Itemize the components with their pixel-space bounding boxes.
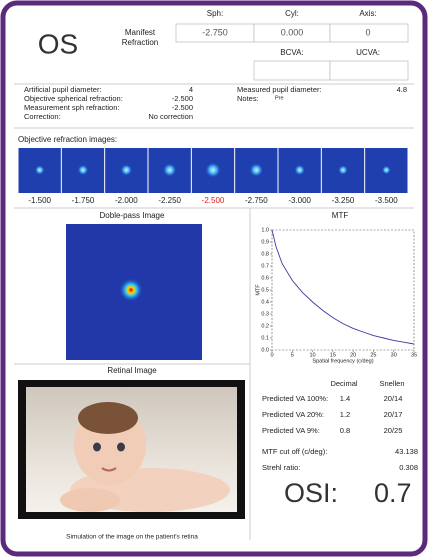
manifest-label: Refraction <box>122 38 158 47</box>
objective-spot <box>120 164 132 176</box>
x-tick-label: 30 <box>391 352 397 358</box>
axis-value: 0 <box>365 27 370 37</box>
objective-spot <box>249 163 263 177</box>
axis-label: Axis: <box>359 9 376 18</box>
info-label: Correction: <box>24 112 61 121</box>
bcva-label: BCVA: <box>280 48 303 57</box>
va-label: Predicted VA 100%: <box>262 394 328 403</box>
objective-label: -1.500 <box>28 196 51 205</box>
x-axis-label: Spatial frequency (c/deg) <box>312 358 373 364</box>
va-snellen: 20/14 <box>384 394 403 403</box>
manifest-label: Manifest <box>125 28 156 37</box>
retinal-image <box>18 380 245 519</box>
info-label: Notes: <box>237 94 259 103</box>
objective-label: -1.750 <box>72 196 95 205</box>
mtf-title: MTF <box>332 211 349 220</box>
cyl-label: Cyl: <box>285 9 299 18</box>
objective-label: -3.500 <box>375 196 398 205</box>
report: 012345>6 OS Manifest Refraction Sph: Cyl… <box>0 0 428 557</box>
va-snellen: 20/25 <box>384 426 403 435</box>
va-decimal: 1.2 <box>340 410 350 419</box>
y-tick-label: 0.7 <box>261 263 269 269</box>
y-axis-label: MTF <box>255 284 261 296</box>
y-tick-label: 0.2 <box>261 323 269 329</box>
objective-spot <box>78 165 89 176</box>
cutoff-label: MTF cut off (c/deg): <box>262 447 327 456</box>
osi-value: 0.7 <box>374 478 412 508</box>
y-tick-label: 0.0 <box>261 347 269 353</box>
va-header: Decimal <box>330 379 357 388</box>
objective-spot <box>35 165 45 175</box>
objective-spot <box>338 165 348 175</box>
objective-label: -2.000 <box>115 196 138 205</box>
y-tick-label: 0.9 <box>261 239 269 245</box>
va-header: Snellen <box>379 379 404 388</box>
x-tick-label: 35 <box>411 352 417 358</box>
info-value: 4 <box>189 85 193 94</box>
osi-label: OSI: <box>284 478 338 508</box>
cutoff-value: 43.138 <box>395 447 418 456</box>
objective-label: -2.750 <box>245 196 268 205</box>
info-value: No correction <box>148 112 193 121</box>
x-tick-label: 5 <box>291 352 294 358</box>
y-tick-label: 0.1 <box>261 335 269 341</box>
y-tick-label: 0.6 <box>261 275 269 281</box>
y-tick-label: 0.8 <box>261 251 269 257</box>
objective-spot <box>163 163 177 177</box>
va-label: Predicted VA 20%: <box>262 410 324 419</box>
info-label: Measurement sph refraction: <box>24 103 119 112</box>
x-tick-label: 0 <box>270 352 273 358</box>
info-label: Artificial pupil diameter: <box>24 85 102 94</box>
info-label: Measured pupil diameter: <box>237 85 322 94</box>
objective-label: -2.500 <box>202 196 225 205</box>
retinal-title: Retinal Image <box>107 366 157 375</box>
y-tick-label: 1.0 <box>261 227 269 233</box>
double-pass-spot <box>119 278 143 302</box>
va-snellen: 20/17 <box>384 410 403 419</box>
double-pass-title: Doble-pass Image <box>100 211 165 220</box>
eye: OS <box>38 28 78 59</box>
info-value: -2.500 <box>172 94 193 103</box>
objective-title: Objective refraction images: <box>18 135 117 144</box>
objective-label: -3.000 <box>288 196 311 205</box>
va-decimal: 0.8 <box>340 426 350 435</box>
sph-value: -2.750 <box>202 27 228 37</box>
objective-images: -1.500 -1.750 -2.000 -2.250 -2.500 -2.750 -3.0… <box>19 148 408 205</box>
retinal-caption: Simulation of the image on the patient's… <box>66 534 198 541</box>
va-decimal: 1.4 <box>340 394 350 403</box>
cyl-value: 0.000 <box>281 27 304 37</box>
objective-spot <box>294 165 305 176</box>
info-value: 4.8 <box>397 85 407 94</box>
va-label: Predicted VA 9%: <box>262 426 320 435</box>
y-tick-label: 0.4 <box>261 299 269 305</box>
objective-spot <box>382 166 391 175</box>
y-tick-label: 0.3 <box>261 311 269 317</box>
strehl-value: 0.308 <box>399 463 418 472</box>
info-value: -2.500 <box>172 103 193 112</box>
sph-label: Sph: <box>207 9 223 18</box>
y-tick-label: 0.5 <box>261 287 269 293</box>
objective-spot <box>205 162 221 178</box>
objective-label: -2.250 <box>158 196 181 205</box>
ucva-label: UCVA: <box>356 48 380 57</box>
info-value: Pre <box>275 95 284 101</box>
info-label: Objective spherical refraction: <box>24 94 123 103</box>
strehl-label: Strehl ratio: <box>262 463 300 472</box>
objective-label: -3.250 <box>332 196 355 205</box>
